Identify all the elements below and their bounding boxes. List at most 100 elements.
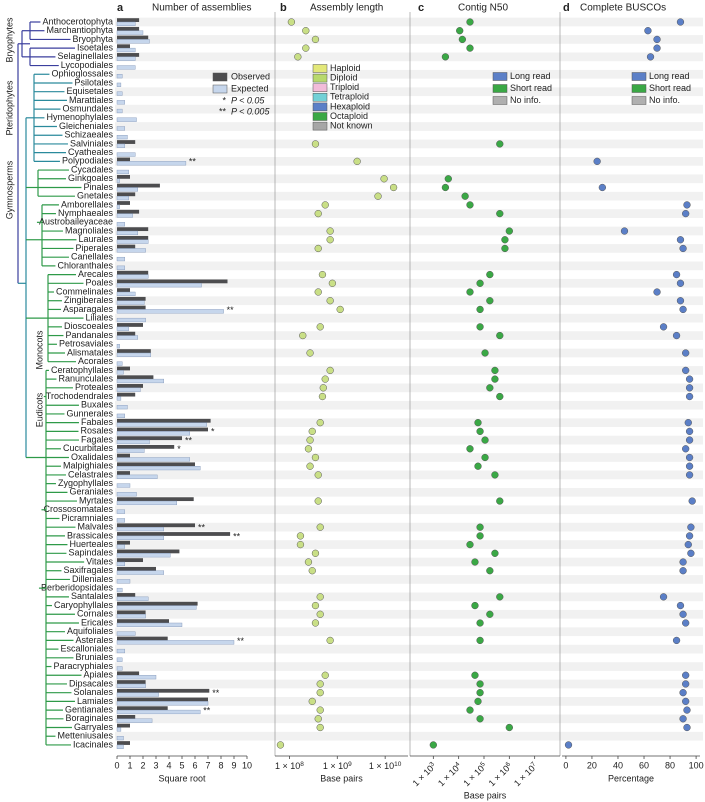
panel-letter: c bbox=[418, 2, 424, 14]
data-point bbox=[679, 610, 687, 618]
clade-label: Gymnosperms bbox=[4, 160, 14, 219]
row-band bbox=[115, 714, 703, 724]
bar bbox=[116, 744, 124, 749]
row-label: Laurales bbox=[78, 234, 113, 244]
bar bbox=[116, 195, 129, 201]
bar bbox=[116, 117, 137, 122]
row-band bbox=[115, 104, 703, 114]
legend-swatch bbox=[312, 93, 328, 102]
data-point bbox=[308, 567, 316, 575]
data-point bbox=[314, 715, 322, 723]
bar bbox=[116, 683, 146, 688]
row-label: Equisetales bbox=[66, 86, 113, 96]
data-point bbox=[353, 157, 361, 166]
row-band bbox=[115, 122, 703, 131]
row-band bbox=[115, 69, 703, 79]
bar bbox=[117, 323, 143, 327]
data-point bbox=[308, 427, 316, 436]
data-point bbox=[311, 35, 320, 44]
legend-swatch bbox=[631, 72, 647, 81]
bar bbox=[117, 636, 168, 641]
row-band bbox=[115, 174, 703, 184]
legend-swatch bbox=[312, 73, 328, 83]
row-label: Anthocerotophyta bbox=[42, 16, 113, 26]
row-label: Caryophyllales bbox=[54, 600, 114, 610]
bar bbox=[116, 553, 171, 558]
row-band bbox=[115, 679, 703, 689]
data-point bbox=[672, 331, 681, 340]
bar bbox=[116, 718, 153, 723]
data-point bbox=[441, 183, 450, 192]
legend-label: Not known bbox=[330, 120, 373, 130]
data-point bbox=[683, 706, 691, 714]
row-label: Aquifoliales bbox=[67, 626, 114, 636]
data-point bbox=[685, 392, 694, 401]
bar bbox=[116, 396, 122, 401]
data-point bbox=[318, 392, 327, 401]
row-label: Lycopodiales bbox=[61, 60, 114, 70]
tick-label-exponent: 3 bbox=[428, 760, 436, 768]
data-point bbox=[476, 636, 484, 645]
x-tick-label: 1 bbox=[127, 760, 132, 770]
row-label: Poales bbox=[85, 278, 113, 288]
data-point bbox=[461, 192, 469, 200]
row-label: Ginkgoales bbox=[68, 173, 114, 183]
bar bbox=[117, 715, 136, 719]
data-point bbox=[296, 532, 305, 540]
data-point bbox=[276, 741, 285, 749]
bar bbox=[116, 422, 207, 427]
row-label: Bryophyta bbox=[72, 34, 113, 44]
data-point bbox=[296, 540, 305, 549]
x-tick-label: 7 bbox=[205, 760, 210, 770]
bar bbox=[116, 178, 120, 183]
data-point bbox=[302, 27, 310, 35]
row-label: Magnoliales bbox=[65, 225, 114, 235]
legend-swatch bbox=[212, 72, 228, 82]
data-point bbox=[304, 445, 313, 453]
row-band bbox=[115, 627, 703, 637]
row-label: Asparagales bbox=[63, 304, 114, 314]
row-band bbox=[115, 609, 703, 619]
bar bbox=[117, 688, 210, 693]
legend-swatch bbox=[492, 72, 508, 81]
significance-mark: ** bbox=[198, 523, 206, 533]
row-label: Marattiales bbox=[69, 95, 114, 105]
row-band bbox=[115, 505, 703, 515]
x-tick-label: 1 × 104 bbox=[436, 760, 464, 788]
bar bbox=[117, 288, 130, 293]
data-point bbox=[679, 689, 687, 697]
data-point bbox=[374, 192, 382, 200]
x-tick-label: 1 × 107 bbox=[512, 760, 540, 788]
data-point bbox=[683, 723, 691, 732]
data-point bbox=[311, 601, 320, 610]
data-point bbox=[505, 227, 513, 235]
row-band bbox=[115, 52, 703, 62]
row-label: Liliales bbox=[85, 313, 113, 323]
data-point bbox=[682, 680, 690, 688]
row-label: Buxales bbox=[81, 400, 114, 410]
x-tick-label: 10 bbox=[242, 760, 252, 770]
panel-letter: d bbox=[563, 2, 570, 14]
row-band bbox=[115, 366, 703, 375]
row-label: Hymenophylales bbox=[46, 112, 113, 122]
x-tick-label: 20 bbox=[587, 760, 597, 770]
data-point bbox=[491, 471, 499, 479]
bar bbox=[116, 526, 164, 532]
data-point bbox=[316, 610, 324, 618]
data-point bbox=[486, 567, 494, 575]
bar bbox=[116, 126, 125, 131]
x-tick-label: 1 × 1010 bbox=[369, 761, 402, 772]
significance-mark: ** bbox=[237, 636, 245, 646]
data-point bbox=[326, 297, 334, 305]
row-band bbox=[115, 418, 703, 428]
bar bbox=[117, 453, 130, 458]
data-point bbox=[685, 462, 694, 470]
data-point bbox=[314, 209, 322, 218]
bar bbox=[117, 279, 228, 284]
clade-label: Eudicots bbox=[34, 392, 44, 427]
bar bbox=[117, 619, 169, 623]
bar bbox=[116, 291, 136, 297]
row-band bbox=[115, 731, 703, 741]
data-point bbox=[456, 27, 464, 35]
data-point bbox=[302, 44, 310, 52]
